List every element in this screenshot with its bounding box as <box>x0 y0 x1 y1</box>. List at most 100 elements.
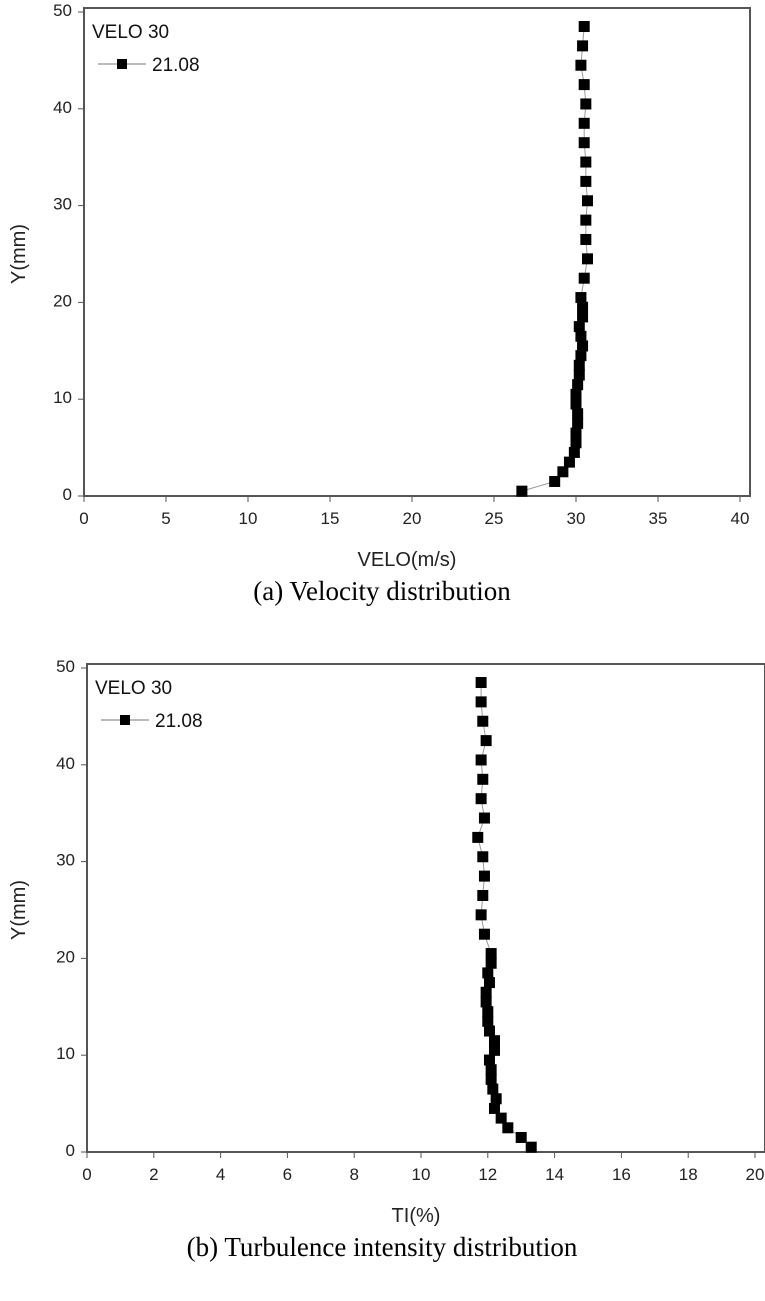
data-point <box>575 330 587 342</box>
data-point <box>477 773 489 785</box>
data-point <box>580 156 592 168</box>
y-tick-label: 30 <box>56 851 75 870</box>
data-point <box>568 446 580 458</box>
data-point <box>573 359 585 371</box>
y-tick-label: 30 <box>53 195 72 214</box>
data-point <box>577 40 589 52</box>
data-point <box>580 214 592 226</box>
data-point <box>488 1102 500 1114</box>
data-point <box>495 1112 507 1124</box>
x-tick-label: 0 <box>82 1165 91 1184</box>
data-point <box>478 812 490 824</box>
data-point <box>475 677 487 689</box>
data-point <box>490 1093 502 1105</box>
x-tick-label: 15 <box>321 509 340 528</box>
y-axis-label: Y(mm) <box>8 880 30 940</box>
data-point <box>488 1044 500 1056</box>
data-point <box>570 427 582 439</box>
data-point <box>580 233 592 245</box>
y-tick-label: 0 <box>63 485 72 504</box>
data-point <box>480 986 492 998</box>
data-point <box>482 1006 494 1018</box>
data-point <box>578 272 590 284</box>
x-tick-label: 0 <box>79 509 88 528</box>
figure-caption: (a) Velocity distribution <box>253 576 511 606</box>
data-point <box>483 1054 495 1066</box>
figure-caption: (b) Turbulence intensity distribution <box>187 1232 578 1262</box>
y-tick-label: 10 <box>56 1044 75 1063</box>
data-point <box>570 388 582 400</box>
y-axis-label: Y(mm) <box>8 224 30 284</box>
data-point <box>475 793 487 805</box>
x-tick-label: 6 <box>283 1165 292 1184</box>
data-point <box>480 996 492 1008</box>
legend-marker <box>120 715 130 725</box>
y-tick-label: 50 <box>53 1 72 20</box>
data-point <box>475 754 487 766</box>
plot-frame <box>83 7 751 497</box>
legend-title: VELO 30 <box>95 678 172 699</box>
data-point <box>570 437 582 449</box>
data-point <box>577 340 589 352</box>
data-point <box>572 417 584 429</box>
plot-frame <box>86 663 765 1153</box>
chart-1: 0 5 10 15 20 25 30 35 40 0 10 20 30 40 50 VELO(m/s) Y(mm… <box>8 1 751 606</box>
data-point <box>563 456 575 468</box>
x-tick-label: 10 <box>239 509 258 528</box>
x-tick-label: 40 <box>731 509 750 528</box>
x-axis-label: TI(%) <box>392 1205 441 1227</box>
x-tick-label: 2 <box>149 1165 158 1184</box>
data-point <box>475 696 487 708</box>
data-point <box>581 195 593 207</box>
x-tick-label: 14 <box>545 1165 564 1184</box>
data-point <box>557 466 569 478</box>
legend-marker <box>117 59 127 69</box>
x-tick-label: 20 <box>403 509 422 528</box>
data-point <box>525 1141 537 1153</box>
data-point <box>581 253 593 265</box>
data-point <box>578 117 590 129</box>
data-point <box>477 889 489 901</box>
y-tick-label: 20 <box>56 947 75 966</box>
data-point <box>488 1035 500 1047</box>
x-tick-label: 12 <box>478 1165 497 1184</box>
data-point <box>573 369 585 381</box>
x-tick-label: 10 <box>412 1165 431 1184</box>
data-point <box>575 292 587 304</box>
y-tick-label: 0 <box>66 1141 75 1160</box>
data-point <box>578 79 590 91</box>
data-point <box>578 21 590 33</box>
data-point <box>475 909 487 921</box>
chart-2: 0 2 4 6 8 10 12 14 16 18 20 0 10 20 30 40 50 TI(%) Y(mm) VE… <box>8 657 765 1262</box>
data-point <box>478 870 490 882</box>
data-point <box>485 1064 497 1076</box>
data-point <box>472 831 484 843</box>
data-point <box>482 967 494 979</box>
x-tick-label: 30 <box>567 509 586 528</box>
x-axis-label: VELO(m/s) <box>358 549 457 571</box>
data-point <box>478 928 490 940</box>
y-tick-label: 40 <box>53 98 72 117</box>
legend-label: 21.08 <box>155 711 203 732</box>
legend-title: VELO 30 <box>92 22 169 43</box>
x-tick-label: 25 <box>485 509 504 528</box>
x-tick-label: 20 <box>746 1165 765 1184</box>
data-point <box>516 485 528 497</box>
data-point <box>577 301 589 313</box>
data-point <box>480 735 492 747</box>
x-tick-label: 35 <box>649 509 668 528</box>
data-point <box>572 379 584 391</box>
y-tick-label: 50 <box>56 657 75 676</box>
data-point <box>580 175 592 187</box>
x-tick-label: 16 <box>612 1165 631 1184</box>
data-point <box>483 977 495 989</box>
x-tick-label: 8 <box>349 1165 358 1184</box>
data-point <box>575 350 587 362</box>
data-point <box>487 1083 499 1095</box>
data-point <box>485 1073 497 1085</box>
data-point <box>580 98 592 110</box>
y-tick-label: 20 <box>53 291 72 310</box>
data-point <box>483 1025 495 1037</box>
x-tick-label: 18 <box>679 1165 698 1184</box>
